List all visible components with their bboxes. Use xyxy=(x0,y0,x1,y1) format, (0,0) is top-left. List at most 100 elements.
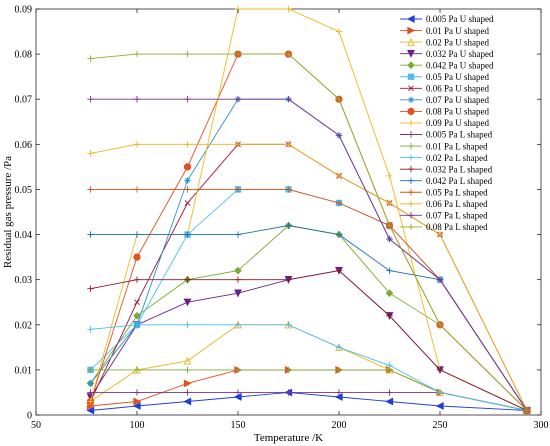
legend-marker xyxy=(407,131,415,138)
x-tick-label: 100 xyxy=(130,420,145,431)
data-point xyxy=(386,235,393,243)
data-point xyxy=(234,389,242,396)
data-point xyxy=(285,50,292,58)
y-tick-label: 0.05 xyxy=(15,185,33,196)
x-tick-label: 150 xyxy=(231,420,246,431)
data-point xyxy=(523,407,531,414)
data-point xyxy=(285,5,292,13)
data-point xyxy=(335,231,343,238)
legend-marker xyxy=(407,26,416,35)
data-point xyxy=(184,96,191,103)
data-point xyxy=(133,253,141,261)
data-point xyxy=(386,389,393,396)
legend-label: 0.042 Pa U shaped xyxy=(426,60,494,70)
data-point xyxy=(385,397,394,406)
legend-label: 0.02 Pa U shaped xyxy=(426,37,489,47)
legend-marker xyxy=(407,154,415,161)
data-point xyxy=(335,28,343,35)
legend-marker xyxy=(406,15,415,23)
data-point xyxy=(133,50,141,58)
y-tick-label: 0.02 xyxy=(15,320,33,331)
legend-label: 0.005 Pa U shaped xyxy=(426,14,494,24)
data-point xyxy=(285,186,292,193)
data-point xyxy=(133,186,141,193)
legend-marker xyxy=(407,61,415,70)
data-point xyxy=(184,231,191,238)
legend-item: 0.02 Pa L shaped xyxy=(400,153,488,163)
data-point xyxy=(234,289,242,298)
legend-item: 0.042 Pa U shaped xyxy=(400,60,494,70)
legend-marker xyxy=(407,142,415,150)
data-point xyxy=(386,312,393,319)
data-point xyxy=(436,276,444,283)
data-point xyxy=(87,398,94,405)
data-point xyxy=(386,199,393,207)
data-point xyxy=(234,266,242,275)
legend-item: 0.05 Pa U shaped xyxy=(400,72,489,82)
data-point xyxy=(285,96,292,103)
data-point xyxy=(335,366,343,374)
data-point xyxy=(234,321,242,328)
data-point xyxy=(285,276,292,283)
legend-item: 0.01 Pa U shaped xyxy=(400,26,489,36)
legend-marker xyxy=(407,177,415,184)
data-point xyxy=(133,141,141,148)
legend-label: 0.08 Pa L shaped xyxy=(426,222,488,232)
series-17 xyxy=(87,96,531,414)
data-point xyxy=(183,163,192,171)
data-point xyxy=(335,267,343,274)
data-point xyxy=(234,186,242,193)
y-tick-label: 0.06 xyxy=(15,140,33,151)
data-point xyxy=(386,267,393,274)
data-point xyxy=(132,402,141,410)
data-point xyxy=(335,172,343,180)
legend-item: 0.09 Pa U shaped xyxy=(400,118,489,128)
series-16 xyxy=(87,141,531,414)
data-point xyxy=(184,50,191,58)
legend-label: 0.02 Pa L shaped xyxy=(426,153,488,163)
data-point xyxy=(183,298,192,307)
data-point xyxy=(184,366,191,374)
data-point xyxy=(335,96,343,103)
data-point xyxy=(133,389,141,396)
data-point xyxy=(133,96,141,103)
data-point xyxy=(335,132,343,139)
data-point xyxy=(234,276,242,283)
legend-marker xyxy=(407,212,415,219)
y-tick-label: 0.07 xyxy=(15,95,33,106)
x-tick-label: 50 xyxy=(31,420,41,431)
data-point xyxy=(285,222,292,229)
data-point xyxy=(87,96,94,103)
data-point xyxy=(133,321,141,328)
legend-label: 0.01 Pa L shaped xyxy=(426,141,488,151)
legend-marker xyxy=(407,73,415,80)
legend-label: 0.032 Pa L shaped xyxy=(426,164,493,174)
data-point xyxy=(184,276,191,283)
legend-item: 0.032 Pa L shaped xyxy=(400,164,493,174)
data-point xyxy=(184,186,191,193)
data-point xyxy=(184,321,191,328)
data-point xyxy=(134,299,140,306)
series-10 xyxy=(87,389,531,414)
legend-label: 0.06 Pa L shaped xyxy=(426,199,488,209)
data-point xyxy=(335,389,343,396)
legend-marker xyxy=(407,200,415,207)
legend-label: 0.032 Pa U shaped xyxy=(426,49,494,59)
data-point xyxy=(335,344,343,351)
data-point xyxy=(386,172,393,180)
legend-marker xyxy=(407,189,415,196)
data-point xyxy=(87,366,94,374)
legend-item: 0.032 Pa U shaped xyxy=(400,49,494,59)
legend-item: 0.07 Pa U shaped xyxy=(400,95,489,105)
legend-item: 0.06 Pa U shaped xyxy=(400,84,489,94)
data-point xyxy=(133,311,141,320)
legend-label: 0.05 Pa L shaped xyxy=(426,187,488,197)
legend-label: 0.06 Pa U shaped xyxy=(426,84,489,94)
legend-item: 0.05 Pa L shaped xyxy=(400,187,488,197)
data-point xyxy=(87,55,94,62)
data-point xyxy=(285,366,292,374)
series-18 xyxy=(87,50,531,414)
legend-marker xyxy=(407,223,415,231)
